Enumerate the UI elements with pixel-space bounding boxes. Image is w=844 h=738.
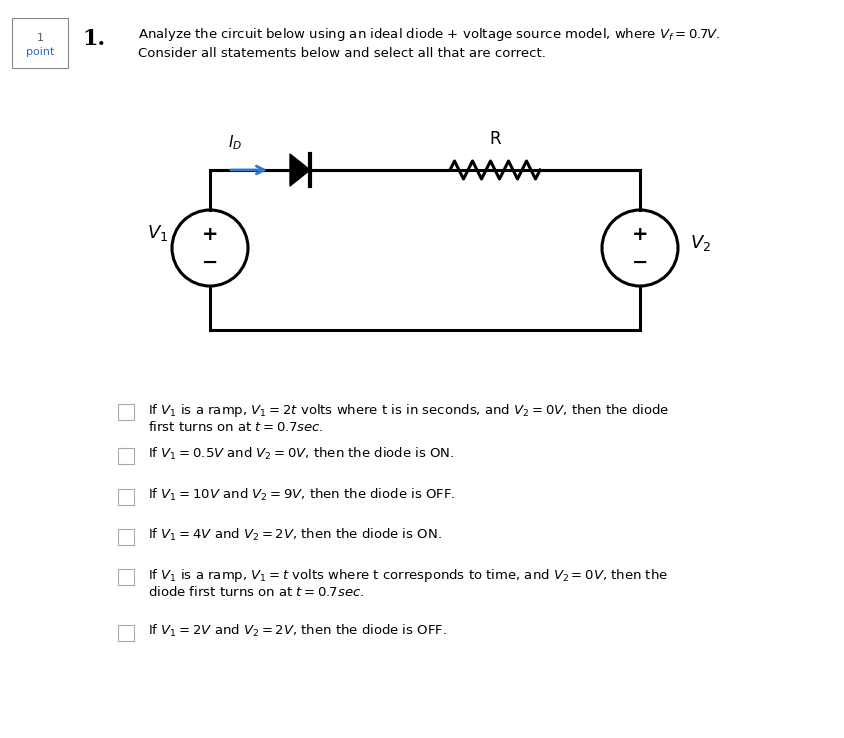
Polygon shape bbox=[290, 154, 310, 186]
Text: If $V_1$ is a ramp, $V_1 = 2t$ volts where t is in seconds, and $V_2 = 0V$, then: If $V_1$ is a ramp, $V_1 = 2t$ volts whe… bbox=[148, 402, 669, 419]
Text: 1.: 1. bbox=[82, 28, 106, 50]
Bar bbox=[118, 569, 134, 585]
Text: −: − bbox=[202, 252, 219, 272]
Text: +: + bbox=[632, 224, 648, 244]
Text: Consider all statements below and select all that are correct.: Consider all statements below and select… bbox=[138, 47, 546, 60]
Text: −: − bbox=[632, 252, 648, 272]
Text: +: + bbox=[202, 224, 219, 244]
Text: R: R bbox=[490, 130, 500, 148]
Bar bbox=[118, 448, 134, 464]
Text: If $V_1 = 10V$ and $V_2 = 9V$, then the diode is OFF.: If $V_1 = 10V$ and $V_2 = 9V$, then the … bbox=[148, 487, 456, 503]
Bar bbox=[118, 489, 134, 505]
Text: If $V_1 = 2V$ and $V_2 = 2V$, then the diode is OFF.: If $V_1 = 2V$ and $V_2 = 2V$, then the d… bbox=[148, 623, 447, 639]
Bar bbox=[118, 404, 134, 420]
Text: If $V_1$ is a ramp, $V_1 = t$ volts where t corresponds to time, and $V_2 = 0V$,: If $V_1$ is a ramp, $V_1 = t$ volts wher… bbox=[148, 567, 668, 584]
Bar bbox=[12, 18, 68, 68]
Text: first turns on at $t = 0.7sec$.: first turns on at $t = 0.7sec$. bbox=[148, 420, 323, 434]
Text: $I_D$: $I_D$ bbox=[228, 134, 242, 152]
Bar bbox=[118, 529, 134, 545]
Text: $V_2$: $V_2$ bbox=[690, 233, 711, 253]
Text: If $V_1 = 4V$ and $V_2 = 2V$, then the diode is ON.: If $V_1 = 4V$ and $V_2 = 2V$, then the d… bbox=[148, 527, 442, 543]
Text: point: point bbox=[26, 47, 54, 57]
Text: diode first turns on at $t = 0.7sec$.: diode first turns on at $t = 0.7sec$. bbox=[148, 585, 365, 599]
Text: If $V_1 = 0.5V$ and $V_2 = 0V$, then the diode is ON.: If $V_1 = 0.5V$ and $V_2 = 0V$, then the… bbox=[148, 446, 455, 462]
Text: $V_1$: $V_1$ bbox=[148, 223, 169, 243]
Bar bbox=[118, 625, 134, 641]
Text: Analyze the circuit below using an ideal diode + voltage source model, where $V_: Analyze the circuit below using an ideal… bbox=[138, 26, 720, 43]
Text: 1: 1 bbox=[36, 33, 44, 43]
